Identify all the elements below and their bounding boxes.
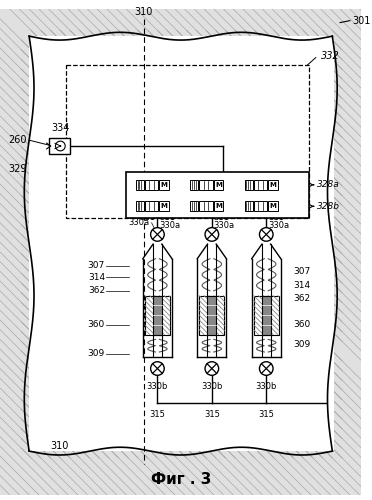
Bar xyxy=(21,30,342,458)
Bar xyxy=(66,66,309,218)
Text: 330b: 330b xyxy=(256,382,277,391)
Bar xyxy=(245,202,253,211)
Bar xyxy=(268,180,278,190)
Bar xyxy=(145,180,158,190)
Text: 330b: 330b xyxy=(201,382,222,391)
Bar xyxy=(199,180,213,190)
Text: 307: 307 xyxy=(88,261,105,270)
Text: 360: 360 xyxy=(294,320,311,330)
Text: 309: 309 xyxy=(88,350,105,358)
Bar xyxy=(214,202,224,211)
Bar xyxy=(199,202,213,211)
Circle shape xyxy=(151,362,164,376)
Text: 309: 309 xyxy=(294,340,311,348)
Text: 301: 301 xyxy=(353,16,371,26)
Text: 311: 311 xyxy=(214,214,230,222)
Circle shape xyxy=(205,362,219,376)
Text: 328a: 328a xyxy=(317,180,340,190)
Circle shape xyxy=(151,228,164,241)
Bar xyxy=(29,38,334,450)
Text: 260: 260 xyxy=(9,135,27,145)
Text: 310: 310 xyxy=(51,442,69,452)
Text: 330a: 330a xyxy=(128,218,150,228)
Text: 311: 311 xyxy=(159,214,175,222)
Text: 360: 360 xyxy=(88,320,105,330)
Text: 315: 315 xyxy=(150,410,166,420)
Text: M: M xyxy=(215,203,222,209)
Bar xyxy=(136,180,144,190)
Bar xyxy=(245,180,253,190)
Bar xyxy=(190,202,198,211)
Text: 315: 315 xyxy=(204,410,220,420)
Text: 362: 362 xyxy=(88,286,105,296)
Bar xyxy=(126,172,309,218)
Text: M: M xyxy=(215,182,222,188)
Text: M: M xyxy=(161,182,168,188)
Circle shape xyxy=(259,228,273,241)
Bar xyxy=(268,202,278,211)
Bar xyxy=(254,202,267,211)
Text: 311: 311 xyxy=(140,214,155,222)
Text: 330b: 330b xyxy=(147,382,168,391)
Text: 314: 314 xyxy=(294,282,311,290)
Bar xyxy=(254,296,279,335)
Text: 362: 362 xyxy=(294,294,311,303)
Bar xyxy=(136,202,144,211)
Text: 330a: 330a xyxy=(159,221,180,230)
Bar xyxy=(208,296,216,335)
Bar xyxy=(159,180,169,190)
Bar xyxy=(29,36,332,451)
Text: 329: 329 xyxy=(9,164,27,174)
Text: 310: 310 xyxy=(135,7,153,17)
Bar xyxy=(254,180,267,190)
Bar xyxy=(49,138,70,154)
Bar xyxy=(145,296,170,335)
Text: 311: 311 xyxy=(268,214,284,222)
Text: 315: 315 xyxy=(258,410,274,420)
Bar xyxy=(190,180,198,190)
Text: 307: 307 xyxy=(294,267,311,276)
Circle shape xyxy=(259,362,273,376)
Text: 330a: 330a xyxy=(214,221,235,230)
Bar xyxy=(159,202,169,211)
Text: M: M xyxy=(161,203,168,209)
Bar xyxy=(262,296,270,335)
Bar xyxy=(199,296,224,335)
Text: M: M xyxy=(270,203,276,209)
Text: 314: 314 xyxy=(88,272,105,281)
Text: 332: 332 xyxy=(321,50,339,60)
Circle shape xyxy=(205,228,219,241)
Text: 334: 334 xyxy=(51,124,70,134)
Text: 328b: 328b xyxy=(317,202,340,210)
Bar xyxy=(214,180,224,190)
Bar xyxy=(145,202,158,211)
Bar xyxy=(153,296,162,335)
Text: Фиг . 3: Фиг . 3 xyxy=(151,472,211,487)
Text: 330a: 330a xyxy=(268,221,289,230)
Text: M: M xyxy=(270,182,276,188)
